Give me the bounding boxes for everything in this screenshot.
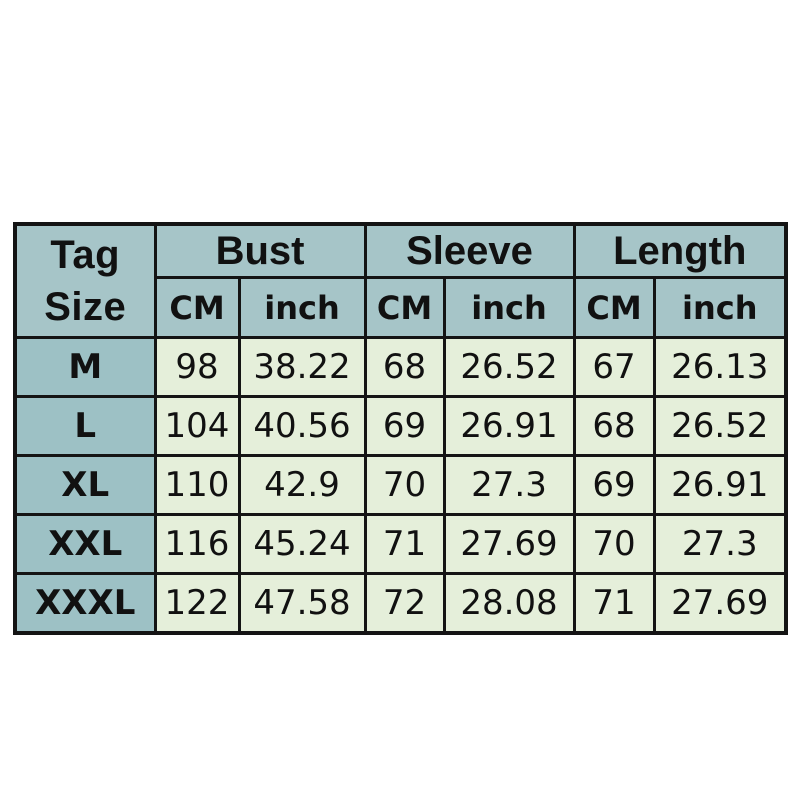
cell-bust-inch: 38.22	[237, 336, 367, 398]
tag-size-line1: Tag	[50, 233, 121, 277]
cell-length-cm: 68	[572, 395, 656, 457]
cell-sleeve-inch: 28.08	[442, 572, 576, 635]
row-size-label: XXXL	[13, 572, 157, 635]
cell-length-cm: 71	[572, 572, 656, 635]
length-cm-header: CM	[572, 276, 656, 339]
cell-sleeve-cm: 68	[363, 336, 446, 398]
tag-size-line2: Size	[44, 285, 127, 329]
cell-bust-cm: 116	[153, 513, 241, 575]
cell-sleeve-cm: 69	[363, 395, 446, 457]
cell-length-inch: 26.52	[652, 395, 788, 457]
cell-length-inch: 26.13	[652, 336, 788, 398]
cell-length-inch: 26.91	[652, 454, 788, 516]
cell-length-cm: 70	[572, 513, 656, 575]
row-size-label: M	[13, 336, 157, 398]
cell-length-inch: 27.3	[652, 513, 788, 575]
cell-bust-inch: 40.56	[237, 395, 367, 457]
cell-sleeve-cm: 72	[363, 572, 446, 635]
cell-sleeve-inch: 26.91	[442, 395, 576, 457]
cell-sleeve-inch: 27.3	[442, 454, 576, 516]
cell-bust-inch: 47.58	[237, 572, 367, 635]
size-chart-table: Tag Size Bust Sleeve Length CM inch CM i…	[13, 222, 789, 635]
tag-size-header: Tag Size	[13, 222, 157, 339]
table-row-xxxl: XXXL 122 47.58 72 28.08 71 27.69	[13, 572, 788, 635]
length-inch-header: inch	[652, 276, 788, 339]
cell-sleeve-cm: 71	[363, 513, 446, 575]
cell-bust-cm: 104	[153, 395, 241, 457]
cell-bust-inch: 45.24	[237, 513, 367, 575]
cell-sleeve-inch: 26.52	[442, 336, 576, 398]
bust-group-header: Bust	[153, 222, 367, 279]
table-row-xl: XL 110 42.9 70 27.3 69 26.91	[13, 454, 788, 516]
length-group-header: Length	[572, 222, 788, 279]
bust-inch-header: inch	[237, 276, 367, 339]
cell-bust-cm: 122	[153, 572, 241, 635]
cell-bust-inch: 42.9	[237, 454, 367, 516]
unit-header-row: CM inch CM inch CM inch	[15, 276, 788, 339]
sleeve-group-header: Sleeve	[363, 222, 576, 279]
sleeve-cm-header: CM	[363, 276, 446, 339]
bust-cm-header: CM	[153, 276, 241, 339]
table-row-xxl: XXL 116 45.24 71 27.69 70 27.3	[13, 513, 788, 575]
cell-length-inch: 27.69	[652, 572, 788, 635]
table-row-l: L 104 40.56 69 26.91 68 26.52	[13, 395, 788, 457]
cell-sleeve-inch: 27.69	[442, 513, 576, 575]
cell-length-cm: 69	[572, 454, 656, 516]
row-size-label: XL	[13, 454, 157, 516]
cell-sleeve-cm: 70	[363, 454, 446, 516]
cell-length-cm: 67	[572, 336, 656, 398]
row-size-label: XXL	[13, 513, 157, 575]
row-size-label: L	[13, 395, 157, 457]
size-chart-table-container: Tag Size Bust Sleeve Length CM inch CM i…	[13, 222, 789, 635]
table-row-m: M 98 38.22 68 26.52 67 26.13	[13, 336, 788, 398]
sleeve-inch-header: inch	[442, 276, 576, 339]
group-header-row: Tag Size Bust Sleeve Length	[13, 222, 788, 339]
cell-bust-cm: 110	[153, 454, 241, 516]
cell-bust-cm: 98	[153, 336, 241, 398]
